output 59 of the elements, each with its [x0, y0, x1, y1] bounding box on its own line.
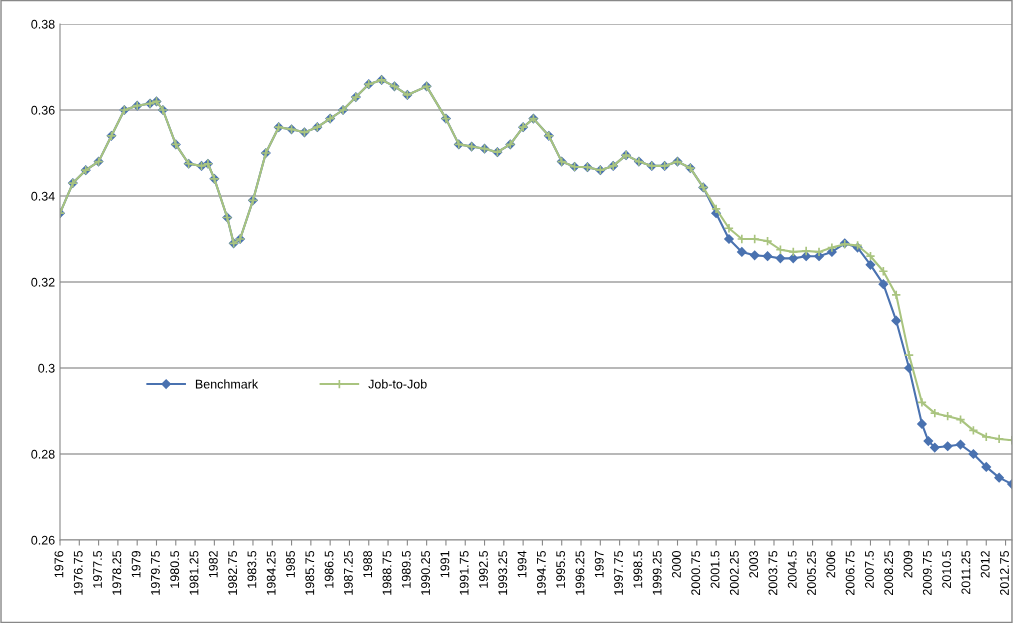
x-tick-label: 1990.25	[421, 550, 430, 595]
x-tick-label: 1998.5	[633, 550, 643, 588]
x-tick-label: 1979.75	[150, 550, 160, 595]
x-tick-label: 1979	[131, 551, 141, 578]
x-tick-label: 1997.75	[614, 550, 623, 595]
x-tick-label: 2009	[903, 551, 913, 578]
x-tick-label: 2004.5	[787, 550, 797, 589]
x-tick-label: 1982	[208, 551, 218, 578]
x-tick-label: 1985.75	[305, 550, 315, 595]
x-tick-label: 2003	[749, 550, 759, 578]
x-tick-label: 2006.75	[845, 550, 855, 595]
x-tick-label: 1981.25	[189, 550, 199, 595]
x-tick-label: 2010.5	[942, 550, 952, 589]
x-tick-label: 1994	[517, 550, 527, 578]
x-tick-label: 2000	[672, 550, 681, 578]
x-tick-label: 1988.75	[382, 550, 392, 595]
x-tick-label: 2001.5	[710, 550, 720, 589]
x-tick-label: 1997	[594, 551, 604, 578]
x-tick-label: 2008.25	[884, 550, 894, 595]
x-tick-label: 1977.5	[93, 550, 102, 588]
x-tick-label: 1992.5	[479, 550, 488, 588]
y-tick-label: 0.32	[31, 277, 55, 287]
x-tick-label: 1976.75	[73, 550, 83, 595]
y-tick-label: 0.38	[31, 19, 55, 29]
x-tick-label: 1983.5	[247, 550, 257, 588]
x-tick-label: 2002.25	[729, 550, 739, 595]
x-tick-label: 1987.25	[343, 550, 353, 595]
legend-label: Job-to-Job	[368, 379, 427, 389]
y-tick-label: 0.34	[31, 191, 55, 201]
x-tick-label: 1988	[363, 550, 373, 578]
x-tick-label: 2011.25	[961, 550, 971, 595]
x-tick-label: 1993.25	[498, 550, 508, 595]
x-tick-label: 1980.5	[170, 550, 180, 588]
x-tick-label: 1978.25	[112, 550, 122, 595]
x-tick-label: 1996.25	[575, 550, 585, 595]
y-tick-label: 0.28	[31, 449, 55, 459]
x-tick-label: 1984.25	[266, 550, 276, 595]
x-tick-label: 2005.25	[807, 550, 816, 595]
x-tick-label: 2012.75	[1000, 550, 1009, 595]
x-tick-label: 1989.5	[401, 550, 411, 588]
x-tick-label: 2003.75	[768, 550, 778, 595]
x-tick-label: 2009.75	[922, 550, 932, 595]
x-tick-label: 1994.75	[536, 550, 546, 595]
x-tick-label: 1982.75	[228, 550, 238, 595]
x-tick-label: 1976	[54, 550, 64, 578]
legend-label: Benchmark	[195, 379, 259, 389]
y-tick-label: 0.36	[31, 105, 55, 115]
x-tick-label: 1991.75	[459, 550, 469, 595]
y-tick-label: 0.3	[38, 363, 55, 373]
y-tick-label: 0.26	[31, 535, 55, 545]
x-tick-label: 2012	[980, 551, 990, 578]
x-tick-label: 1986.5	[324, 550, 334, 588]
x-tick-label: 2000.75	[691, 550, 701, 595]
x-tick-label: 1991	[440, 551, 450, 578]
x-tick-label: 2006	[826, 550, 836, 578]
x-tick-label: 1995.5	[556, 550, 566, 588]
x-tick-label: 2007.5	[864, 550, 874, 589]
x-tick-label: 1999.25	[652, 550, 662, 595]
x-tick-label: 1985	[286, 550, 295, 578]
